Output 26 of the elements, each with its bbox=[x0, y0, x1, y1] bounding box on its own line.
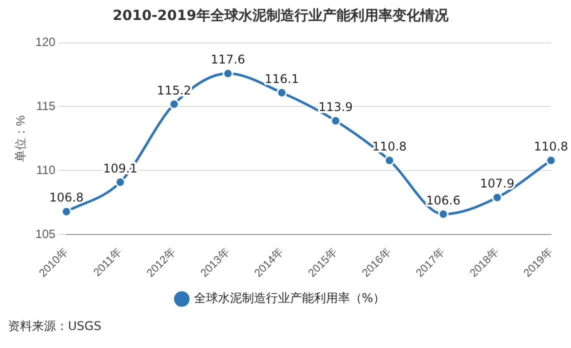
point bbox=[546, 155, 556, 166]
point bbox=[384, 155, 395, 166]
data-label: 110.8 bbox=[372, 140, 407, 154]
data-label: 116.1 bbox=[264, 72, 299, 86]
text: 资料来源：USGS bbox=[8, 318, 102, 335]
point bbox=[438, 208, 449, 220]
y-axis-title: 单位：% bbox=[14, 115, 28, 162]
y-tick-label: 120 bbox=[35, 35, 56, 50]
data-label: 106.8 bbox=[49, 190, 84, 205]
data-label: 117.6 bbox=[210, 52, 246, 67]
point bbox=[222, 68, 234, 79]
data-label: 106.6 bbox=[426, 193, 460, 208]
chart-title: 2010-2019年全球水泥制造行业产能利用率变化情况 bbox=[112, 7, 450, 24]
data-label: 107.9 bbox=[480, 176, 514, 191]
y-tick-label: 105 bbox=[35, 226, 56, 241]
legend-label: 全球水泥制造行业产能利用率（%） bbox=[194, 291, 386, 306]
point bbox=[168, 98, 180, 110]
point bbox=[330, 116, 341, 126]
point bbox=[492, 192, 502, 203]
data-label: 113.9 bbox=[318, 100, 353, 114]
point bbox=[276, 87, 288, 98]
y-tick-label: 115 bbox=[36, 99, 56, 114]
point bbox=[115, 176, 126, 188]
point bbox=[61, 206, 72, 217]
data-label: 110.8 bbox=[534, 140, 568, 154]
y-tick-label: 110 bbox=[36, 162, 56, 177]
